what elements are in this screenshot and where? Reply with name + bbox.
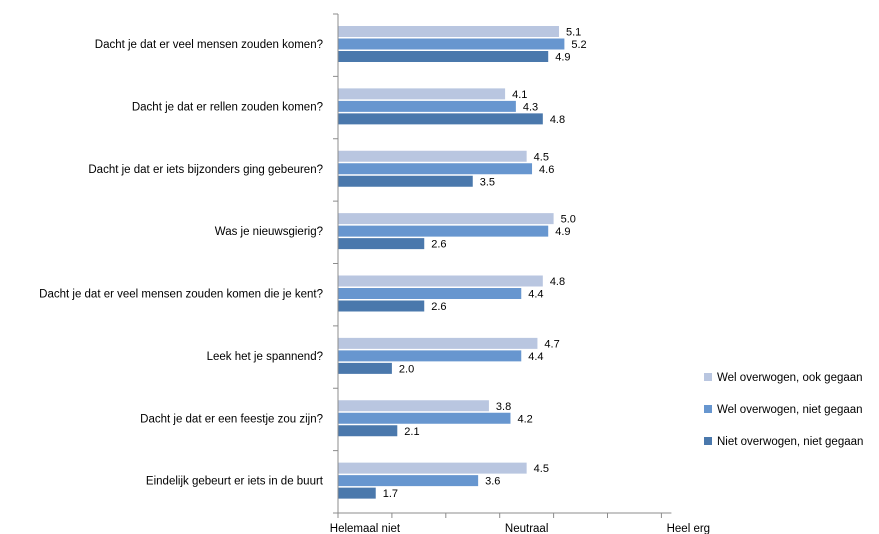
x-tick-label: Neutraal <box>505 523 548 534</box>
bar <box>338 238 425 250</box>
data-label: 2.6 <box>431 301 446 313</box>
bar <box>338 88 506 100</box>
data-label: 3.8 <box>496 401 511 413</box>
category-label: Eindelijk gebeurt er iets in de buurt <box>146 476 324 488</box>
data-label: 3.5 <box>480 176 495 188</box>
data-label: 5.0 <box>561 214 576 226</box>
data-label: 2.0 <box>399 363 414 375</box>
data-label: 4.8 <box>550 114 565 126</box>
category-label: Dacht je dat er iets bijzonders ging geb… <box>88 164 323 176</box>
category-label: Dacht je dat er een feestje zou zijn? <box>140 413 323 425</box>
category-label: Leek het je spannend? <box>207 351 323 363</box>
data-label: 4.2 <box>517 413 532 425</box>
data-label: 4.7 <box>544 338 559 350</box>
bar <box>338 225 549 237</box>
bar <box>338 175 473 187</box>
legend-label: Wel overwogen, ook gegaan <box>717 372 863 384</box>
bar <box>338 51 549 62</box>
data-label: 3.6 <box>485 476 500 488</box>
bar <box>338 400 489 412</box>
bar <box>338 337 538 349</box>
x-tick-label: Heel erg <box>667 523 710 534</box>
data-label: 4.6 <box>539 164 554 176</box>
data-label: 4.5 <box>534 151 549 163</box>
category-label: Dacht je dat er veel mensen zouden komen… <box>39 289 323 301</box>
data-label: 4.4 <box>528 289 543 301</box>
data-label: 4.9 <box>555 226 570 238</box>
bar <box>338 475 479 487</box>
data-label: 4.4 <box>528 351 543 363</box>
bar <box>338 288 522 299</box>
data-label: 4.9 <box>555 52 570 64</box>
data-label: 2.1 <box>404 426 419 438</box>
bar <box>338 150 527 162</box>
legend-swatch <box>704 373 712 381</box>
bar <box>338 425 398 437</box>
legend: Wel overwogen, ook gegaan Wel overwogen, … <box>704 372 863 448</box>
bar <box>338 275 543 287</box>
bar <box>338 213 554 225</box>
bar <box>338 100 516 112</box>
bar <box>338 462 527 474</box>
bar <box>338 487 376 499</box>
legend-label: Wel overwogen, niet gegaan <box>717 404 863 416</box>
bar <box>338 163 533 175</box>
data-label: 2.6 <box>431 239 446 251</box>
bar <box>338 362 392 374</box>
legend-swatch <box>704 437 712 445</box>
bar <box>338 300 425 312</box>
category-label: Dacht je dat er rellen zouden komen? <box>132 101 323 113</box>
bar <box>338 38 565 50</box>
legend-swatch <box>704 405 712 413</box>
data-label: 4.1 <box>512 89 527 101</box>
data-label: 4.3 <box>523 101 538 113</box>
legend-label: Niet overwogen, niet gegaan <box>717 436 863 448</box>
x-tick-label: Helemaal niet <box>330 523 401 534</box>
data-label: 4.5 <box>534 463 549 475</box>
bar <box>338 113 543 125</box>
data-label: 5.2 <box>571 39 586 51</box>
bars-layer <box>338 26 565 499</box>
bar <box>338 412 511 424</box>
axes-layer <box>333 13 672 518</box>
data-label: 5.1 <box>566 27 581 39</box>
bar <box>338 350 522 362</box>
data-label: 4.8 <box>550 276 565 288</box>
category-label: Was je nieuwsgierig? <box>215 226 323 238</box>
category-label: Dacht je dat er veel mensen zouden komen… <box>95 39 323 51</box>
data-label: 1.7 <box>383 488 398 500</box>
bar <box>338 26 559 37</box>
